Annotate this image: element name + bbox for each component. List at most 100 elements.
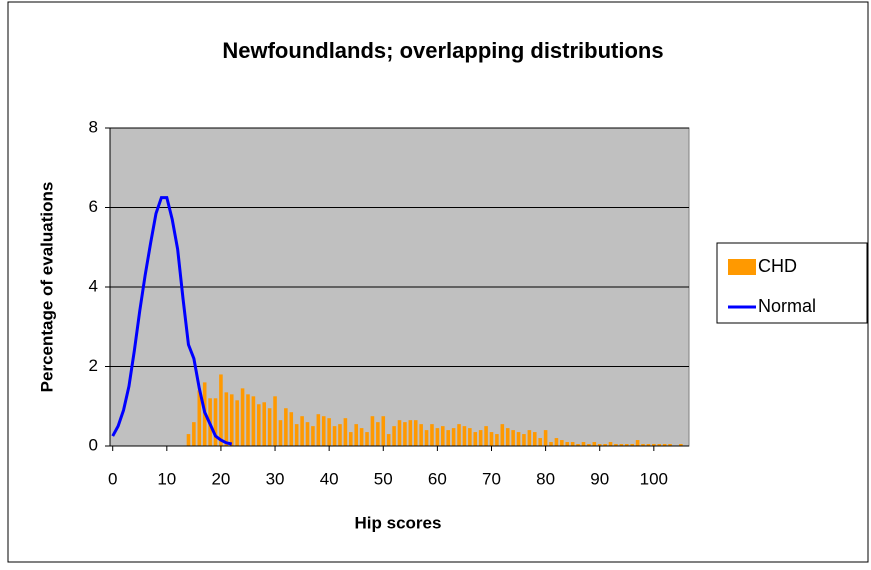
bar [489,432,494,446]
bar [587,444,591,446]
bar [668,444,672,446]
bar [240,388,245,446]
bar [630,444,634,446]
bar [224,392,229,446]
x-tick-label: 40 [320,469,339,488]
bar [294,424,299,446]
bar [305,422,310,446]
y-tick-label: 2 [89,356,98,375]
bar [657,444,662,446]
bar [635,440,640,446]
bar [370,416,375,446]
bar [365,432,369,446]
bar [446,430,450,446]
legend-box [716,242,868,324]
bar [229,394,234,446]
bar [554,438,559,446]
x-tick-label: 70 [482,469,501,488]
bar [570,442,575,446]
bar [516,432,521,446]
bar [473,432,478,446]
bar [262,402,267,446]
bar [522,434,526,446]
x-tick-label: 50 [374,469,393,488]
bar [257,404,261,446]
bar [381,416,386,446]
bar [435,428,440,446]
bar [603,444,607,446]
bar [235,400,239,446]
bar [300,416,304,446]
bar [484,426,488,446]
x-tick-label: 0 [108,469,117,488]
x-tick-label: 90 [590,469,609,488]
bar [327,418,331,446]
legend-swatch [728,259,756,275]
bar [246,394,250,446]
bar [419,424,423,446]
bar [565,442,570,446]
x-tick-label: 100 [640,469,668,488]
x-tick-label: 60 [428,469,447,488]
bar [316,414,321,446]
bar [332,426,337,446]
bar [403,422,407,446]
bar [278,420,283,446]
legend-label: CHD [758,256,797,276]
bar [468,428,472,446]
chart-title: Newfoundlands; overlapping distributions [222,38,663,63]
bar [284,408,288,446]
x-tick-label: 30 [266,469,285,488]
bar [186,434,191,446]
bar [311,426,315,446]
bar [457,424,461,446]
bar [505,428,510,446]
y-tick-label: 8 [89,117,98,136]
bar [662,444,667,446]
bar [608,442,613,446]
bar [359,428,364,446]
bar [430,424,434,446]
bar [413,420,418,446]
bar [289,412,294,446]
bar [538,438,542,446]
x-tick-label: 80 [536,469,555,488]
bar [424,430,429,446]
bar [581,442,586,446]
y-tick-label: 0 [89,435,98,454]
bar [349,432,353,446]
bar [386,434,391,446]
bar [273,396,277,446]
bar [560,440,564,446]
bar [408,420,413,446]
bar [652,444,656,446]
y-tick-label: 4 [89,276,98,295]
bar [619,444,624,446]
bar [549,442,553,446]
bar [624,444,629,446]
x-tick-label: 10 [157,469,176,488]
bar [592,442,597,446]
bar [500,424,505,446]
bar [532,432,537,446]
bar [251,396,256,446]
bar [511,430,515,446]
bar [478,430,483,446]
bar [321,416,326,446]
bar [495,434,499,446]
bar [441,426,445,446]
bar [219,374,223,446]
legend-label: Normal [758,296,816,316]
y-tick-label: 6 [89,197,98,216]
bar [343,418,348,446]
bar [376,422,380,446]
bar [576,444,580,446]
bar [392,426,396,446]
bar [646,444,651,446]
bar [527,430,532,446]
bar [192,422,196,446]
y-axis-title: Percentage of evaluations [37,182,56,393]
x-axis-title: Hip scores [355,513,442,532]
bar [679,444,683,446]
